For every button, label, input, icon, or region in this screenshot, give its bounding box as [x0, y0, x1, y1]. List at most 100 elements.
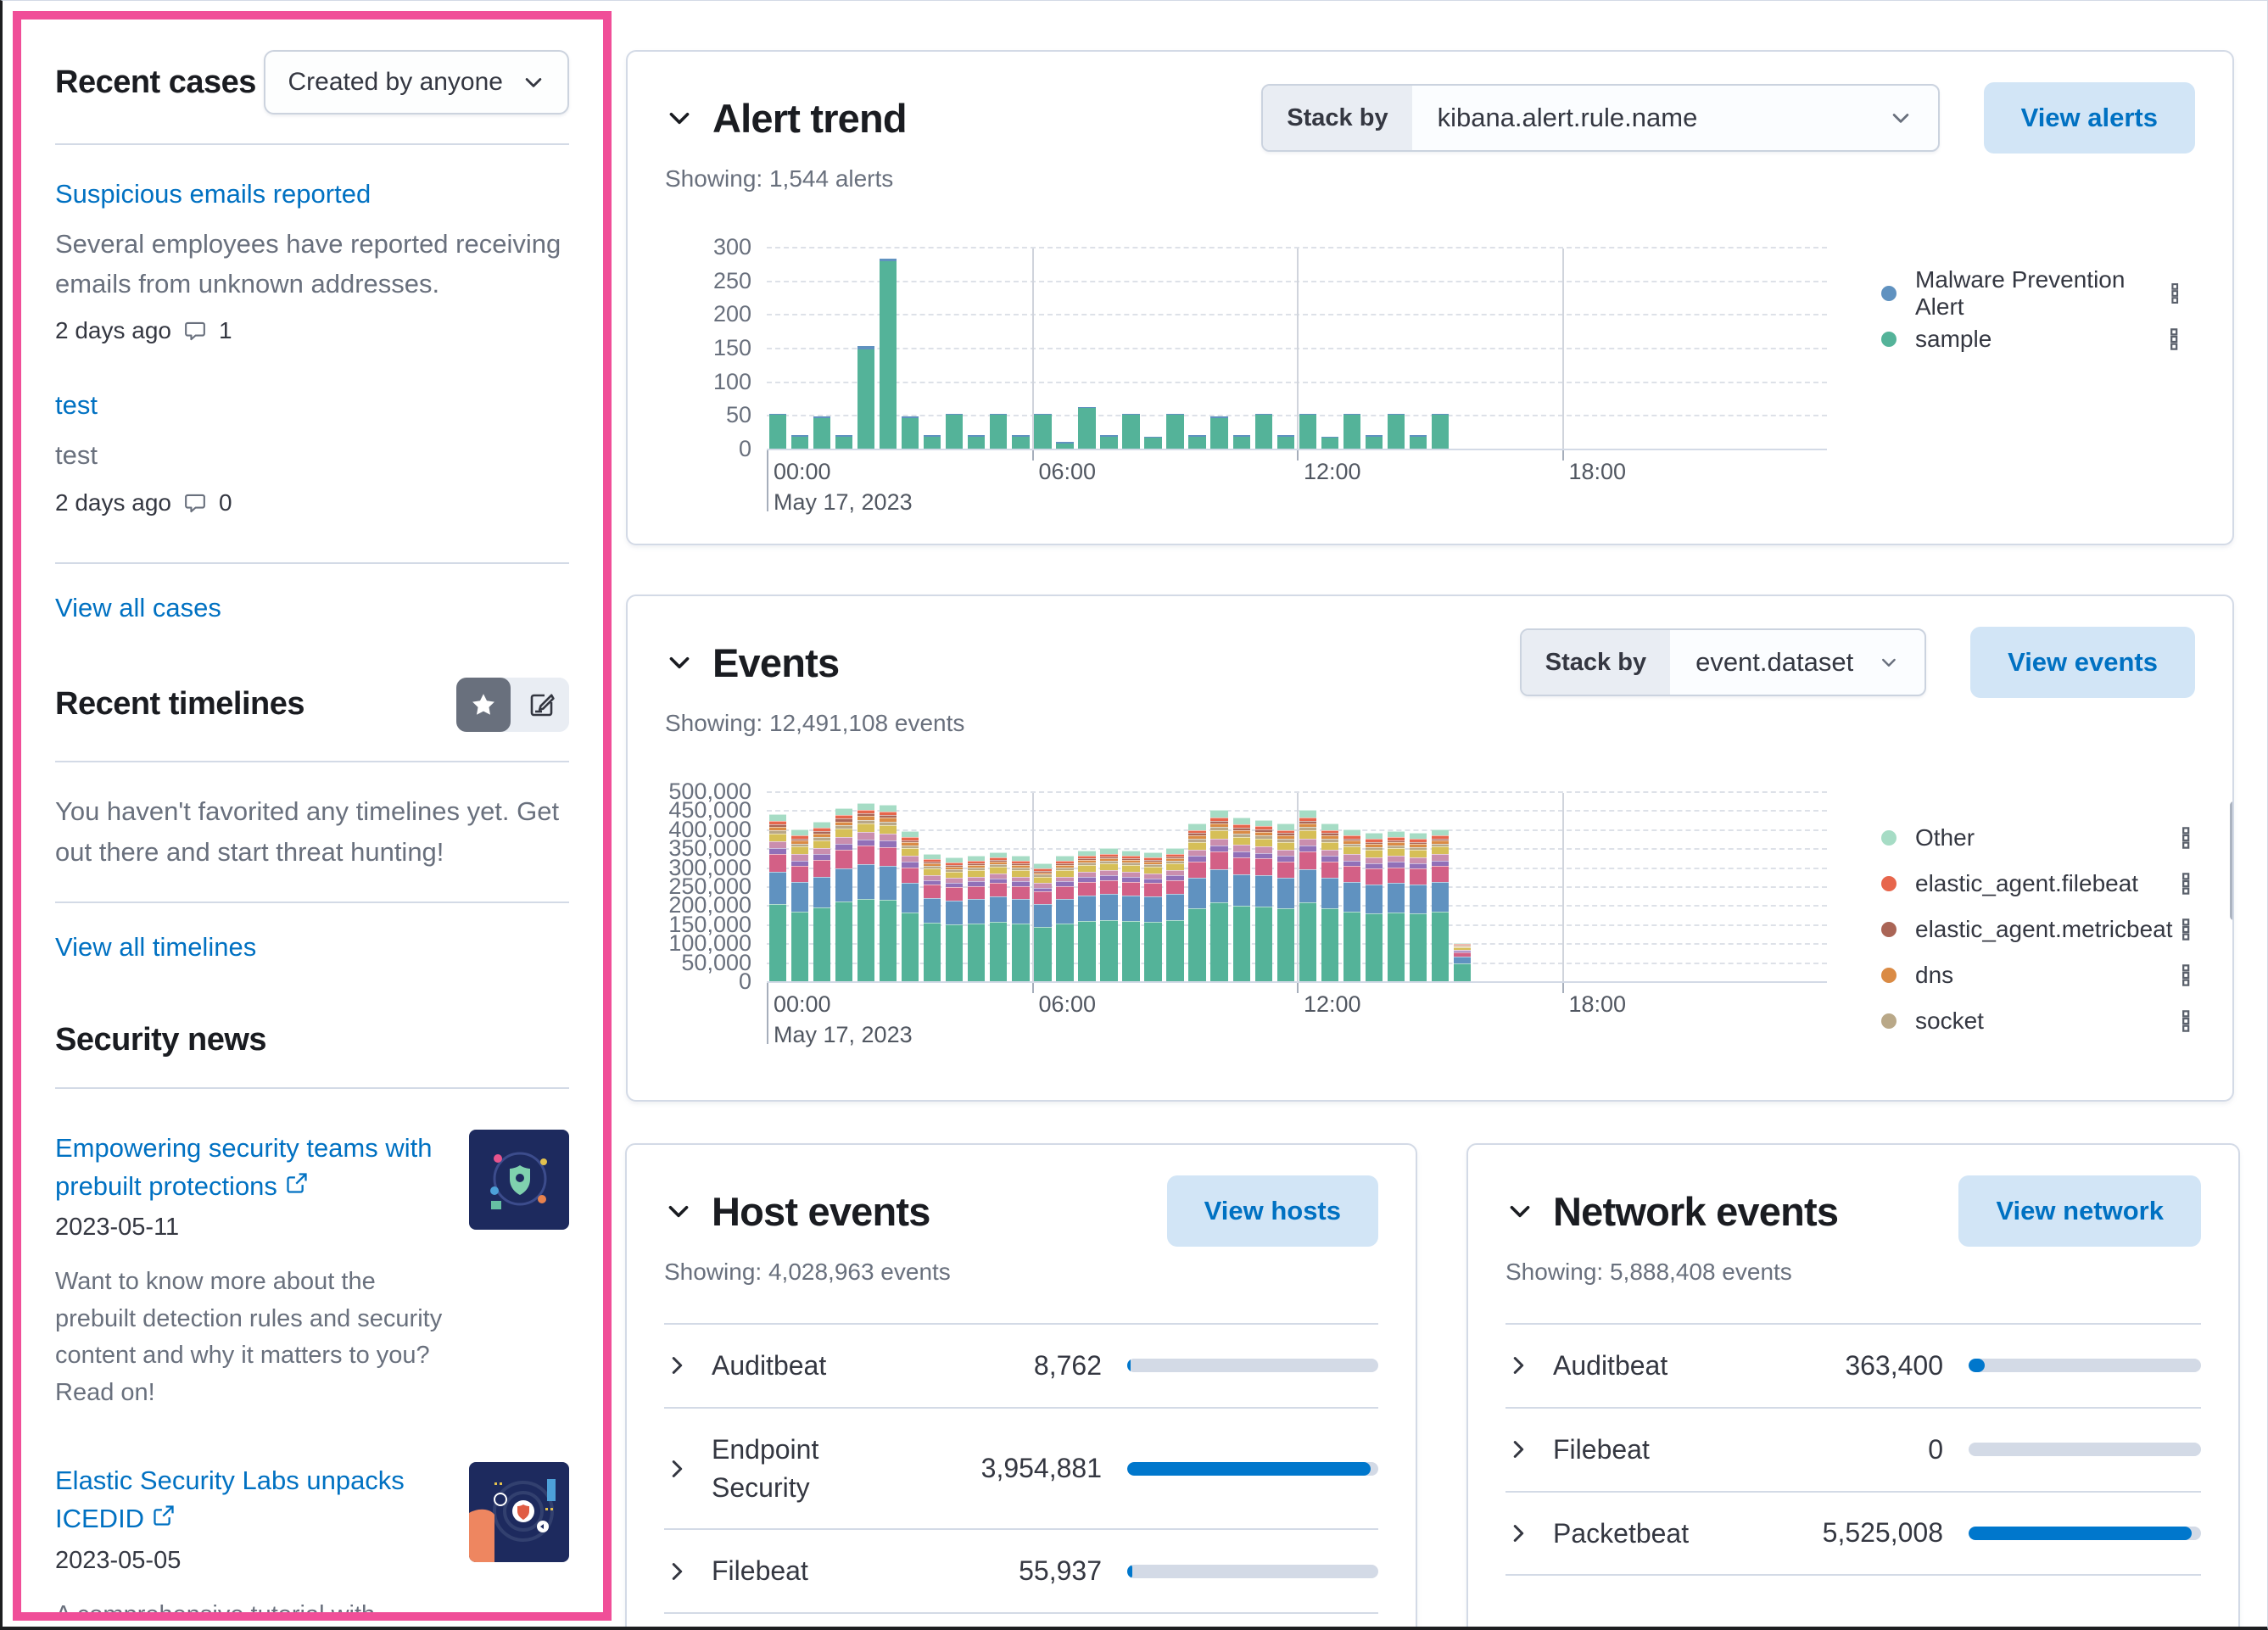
- bar: [1232, 435, 1250, 449]
- legend-item[interactable]: Malware Prevention Alert: [1881, 266, 2187, 320]
- legend-actions-icon[interactable]: [2173, 917, 2198, 942]
- event-source-row: Endpoint Security 3,954,881: [664, 1409, 1378, 1531]
- legend-actions-icon[interactable]: [2173, 825, 2198, 851]
- x-axis: 00:00 06:00 12:00 18:00 May 17, 2023: [767, 450, 1827, 523]
- bar: [1431, 829, 1450, 981]
- legend-label: elastic_agent.filebeat: [1915, 870, 2139, 896]
- view-hosts-button[interactable]: View hosts: [1166, 1175, 1378, 1247]
- bar: [946, 857, 964, 981]
- view-network-button[interactable]: View network: [1958, 1175, 2201, 1247]
- legend-label: dns: [1915, 962, 1954, 988]
- x-axis-date-label: May 17, 2023: [774, 1022, 913, 1047]
- chevron-right-icon[interactable]: [1505, 1437, 1531, 1462]
- recently-updated-filter-button[interactable]: [515, 677, 569, 732]
- bar: [1365, 435, 1383, 449]
- recent-cases-list: Suspicious emails reported Several employ…: [55, 179, 569, 516]
- x-tick-label: 00:00: [774, 459, 831, 484]
- legend-actions-icon[interactable]: [2161, 327, 2187, 352]
- bar: [1299, 810, 1316, 981]
- favorites-filter-button[interactable]: [456, 677, 511, 732]
- recent-cases-heading: Recent cases: [55, 64, 256, 100]
- y-tick-label: 150,000: [668, 911, 751, 937]
- host-showing-count: Showing: 4,028,963 events: [664, 1259, 951, 1285]
- legend-item[interactable]: elastic_agent.filebeat: [1881, 861, 2198, 907]
- host-events-panel: Host events View hosts Showing: 4,028,96…: [625, 1143, 1417, 1627]
- source-name: Filebeat: [712, 1555, 808, 1587]
- legend-item[interactable]: Other: [1881, 815, 2198, 861]
- legend-actions-icon[interactable]: [2173, 1008, 2198, 1034]
- alert-stack-by-select[interactable]: Stack by kibana.alert.rule.name: [1261, 84, 1940, 152]
- bar: [1210, 416, 1228, 449]
- legend-actions-icon[interactable]: [2163, 281, 2187, 306]
- progress-bar: [1969, 1443, 2201, 1457]
- legend-actions-icon[interactable]: [2173, 963, 2198, 988]
- bar: [1144, 851, 1162, 981]
- source-count: 5,525,008: [1822, 1517, 1943, 1549]
- case-link[interactable]: Suspicious emails reported: [55, 179, 371, 209]
- bar: [790, 829, 809, 981]
- legend-color-dot: [1881, 332, 1897, 347]
- view-all-cases-link[interactable]: View all cases: [55, 592, 221, 622]
- news-thumbnail: [469, 1462, 569, 1563]
- view-alerts-button[interactable]: View alerts: [1983, 82, 2195, 154]
- bar: [1431, 413, 1450, 449]
- bar: [1056, 856, 1074, 981]
- news-link[interactable]: Empowering security teams with prebuilt …: [55, 1132, 433, 1201]
- bar: [968, 435, 986, 449]
- legend-actions-icon[interactable]: [2173, 871, 2198, 896]
- bar: [1144, 436, 1162, 449]
- event-source-row: Auditbeat 363,400: [1505, 1325, 2201, 1409]
- bar: [1453, 942, 1472, 981]
- x-tick-label: 18:00: [1568, 991, 1627, 1017]
- news-article: Elastic Security Labs unpacks ICEDID 202…: [55, 1462, 569, 1612]
- collapse-chevron-icon[interactable]: [1505, 1197, 1534, 1225]
- bar: [1343, 413, 1360, 449]
- bar: [990, 851, 1008, 981]
- news-date: 2023-05-05: [55, 1547, 182, 1575]
- events-panel: Events Stack by event.dataset View event…: [626, 595, 2234, 1102]
- bar: [1166, 413, 1184, 449]
- timelines-empty-message: You haven't favorited any timelines yet.…: [55, 795, 560, 867]
- bar: [1056, 442, 1074, 449]
- bar: [813, 821, 831, 981]
- legend-item[interactable]: dns: [1881, 952, 2198, 998]
- news-summary: Want to know more about the prebuilt det…: [55, 1268, 443, 1406]
- divider: [55, 1086, 569, 1089]
- bar: [1321, 436, 1338, 449]
- event-source-row: Filebeat 0: [1505, 1409, 2201, 1493]
- source-count: 363,400: [1845, 1349, 1943, 1381]
- chevron-right-icon[interactable]: [664, 1353, 690, 1378]
- legend-label: Other: [1915, 824, 1975, 851]
- view-all-timelines-link[interactable]: View all timelines: [55, 931, 257, 962]
- events-stack-by-select[interactable]: Stack by event.dataset: [1519, 628, 1927, 696]
- collapse-chevron-icon[interactable]: [664, 1197, 693, 1225]
- view-events-button[interactable]: View events: [1970, 627, 2195, 698]
- y-tick-label: 0: [738, 436, 751, 461]
- legend-item[interactable]: sample: [1881, 316, 2187, 362]
- stack-by-value: event.dataset: [1695, 647, 1854, 677]
- collapse-chevron-icon[interactable]: [665, 103, 694, 132]
- legend-item[interactable]: socket: [1881, 998, 2198, 1044]
- chevron-right-icon[interactable]: [664, 1559, 690, 1584]
- plot-area: [767, 247, 1827, 450]
- x-tick-label: 06:00: [1038, 991, 1097, 1017]
- chevron-down-icon: [1892, 114, 1908, 123]
- bar: [1210, 810, 1228, 981]
- chevron-right-icon[interactable]: [664, 1456, 690, 1482]
- bar: [1188, 823, 1206, 981]
- case-link[interactable]: test: [55, 390, 98, 420]
- y-tick-label: 150: [712, 335, 751, 360]
- cases-filter-value: Created by anyone: [288, 68, 503, 96]
- chevron-right-icon[interactable]: [1505, 1521, 1531, 1546]
- event-source-row: Filebeat 55,937: [664, 1530, 1378, 1615]
- bar: [1387, 413, 1405, 449]
- bar: [924, 853, 941, 981]
- timelines-filter-group: [456, 677, 569, 732]
- chevron-right-icon[interactable]: [1505, 1353, 1531, 1378]
- cases-filter-dropdown[interactable]: Created by anyone: [264, 50, 569, 114]
- y-tick-label: 250,000: [668, 874, 751, 899]
- legend-item[interactable]: elastic_agent.metricbeat: [1881, 907, 2198, 952]
- legend-scrollbar[interactable]: [2229, 801, 2232, 920]
- collapse-chevron-icon[interactable]: [665, 648, 694, 677]
- news-link[interactable]: Elastic Security Labs unpacks ICEDID: [55, 1465, 405, 1534]
